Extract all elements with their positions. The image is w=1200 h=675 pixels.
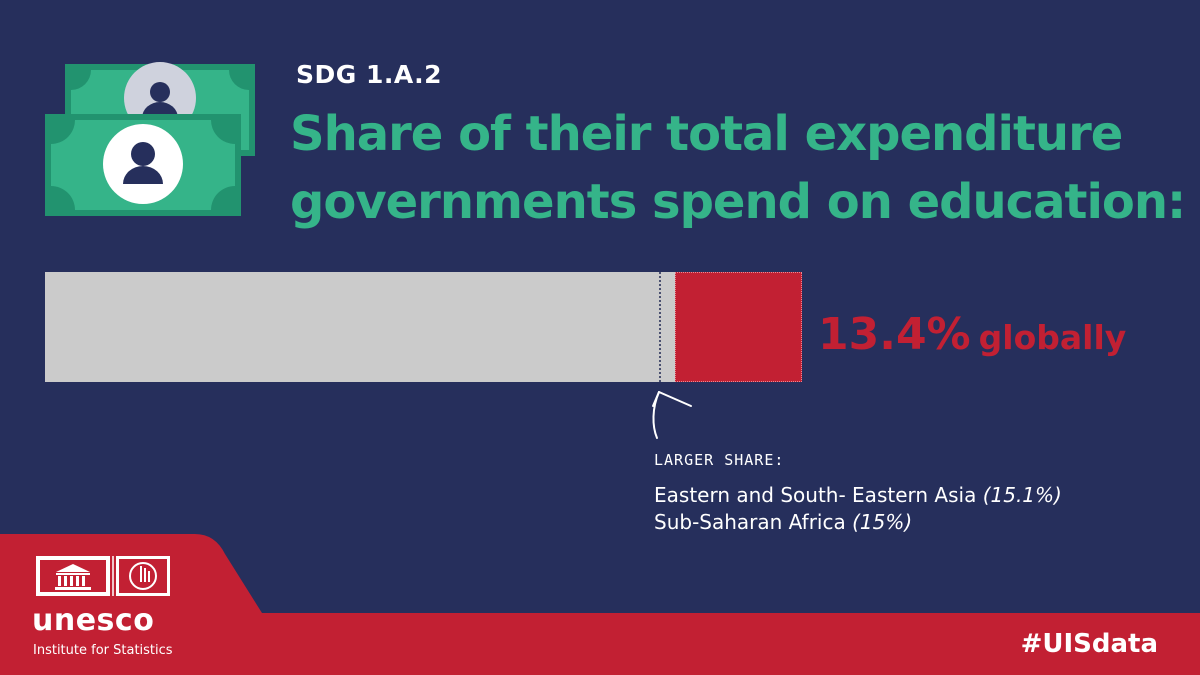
institute-name: Institute for Statistics xyxy=(33,643,173,658)
bar-globally xyxy=(675,272,802,382)
front-banknote xyxy=(45,114,241,216)
unesco-temple-logo-icon xyxy=(36,556,110,596)
global-marker-line xyxy=(659,272,661,382)
annotation-region: Eastern and South- Eastern Asia (15.1%) xyxy=(654,483,1062,507)
annotation-heading: LARGER SHARE: xyxy=(654,451,785,469)
uis-logo-icon xyxy=(116,556,170,596)
region-value: (15.1%) xyxy=(982,483,1062,507)
bar-track xyxy=(45,272,675,382)
region-name: Sub-Saharan Africa xyxy=(654,510,846,534)
region-value: (15%) xyxy=(852,510,913,534)
global-value: 13.4% xyxy=(818,309,971,360)
money-banknote-icon xyxy=(45,62,255,216)
hashtag-link[interactable]: #UISdata xyxy=(1020,629,1158,659)
region-name: Eastern and South- Eastern Asia xyxy=(654,483,977,507)
unesco-wordmark: unesco xyxy=(32,603,155,638)
global-value-suffix: globally xyxy=(978,318,1127,357)
page-title-line-1: Share of their total expenditure xyxy=(290,106,1123,162)
footer-band xyxy=(0,534,1200,675)
page-title-line-2: governments spend on education: xyxy=(290,174,1186,230)
data-label-globally: 13.4% globally xyxy=(818,309,1126,360)
sdg-indicator-code: SDG 1.A.2 xyxy=(296,60,443,89)
annotation-region: Sub-Saharan Africa (15%) xyxy=(654,510,912,534)
pointer-arrow-icon xyxy=(652,391,692,439)
